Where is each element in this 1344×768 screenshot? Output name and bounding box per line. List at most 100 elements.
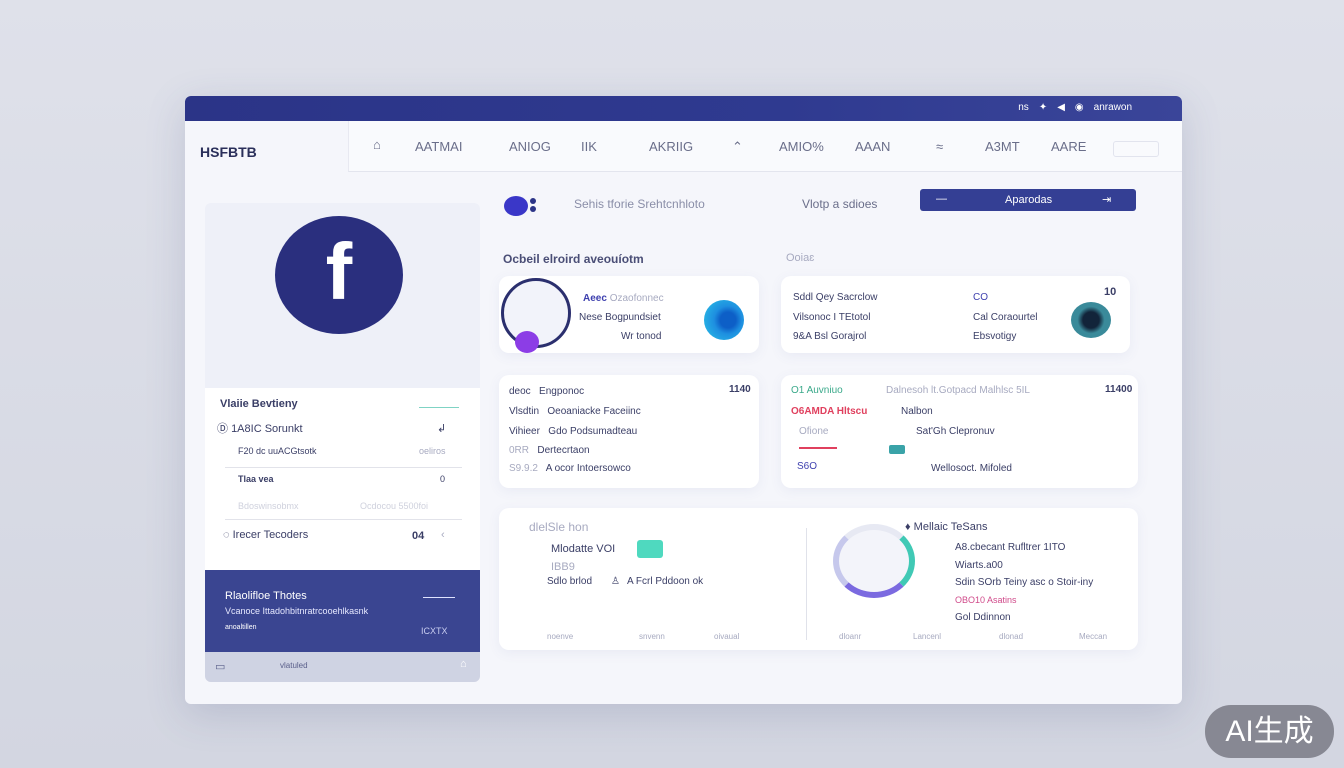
- nav-item[interactable]: AATMAI: [415, 139, 463, 154]
- row-value: Engponoc: [539, 386, 585, 397]
- toolbar-text: Sehis tforie Srehtcnhloto: [574, 197, 705, 211]
- app-logo[interactable]: HSFBTB: [200, 144, 257, 160]
- brand-avatar: f: [275, 216, 403, 334]
- stat-card[interactable]: Aeec Ozaofonnec Nese Bogpundsiet Wr tono…: [499, 276, 759, 353]
- label: IBB9: [551, 561, 575, 573]
- nav-item[interactable]: ANIOG: [509, 139, 551, 154]
- username[interactable]: anrawon: [1093, 102, 1132, 113]
- collapse-icon: ⇥: [1102, 194, 1112, 206]
- list-card[interactable]: 11400 O1 Auvniuo O6AMDA Hltscu Ofione S6…: [781, 375, 1138, 488]
- home-icon[interactable]: ⌂: [373, 137, 381, 152]
- nav-item[interactable]: AARE: [1051, 139, 1087, 154]
- list-item[interactable]: F20 dc uuACGtsotk: [238, 446, 317, 456]
- toolbar-text[interactable]: Vlotp a sdioes: [802, 197, 878, 211]
- count: 1140: [729, 384, 751, 395]
- promo-block: Rlaolifloe Thotes Vcanoce Ittadohbitnrat…: [205, 570, 480, 652]
- nav-item[interactable]: IIK: [581, 139, 597, 154]
- dots-icon: [530, 198, 536, 204]
- nav-item[interactable]: AMIO%: [779, 139, 824, 154]
- nav-item[interactable]: AKRIIG: [649, 139, 694, 154]
- sparkle-icon[interactable]: ✦: [1038, 102, 1048, 113]
- label: S6O: [797, 461, 818, 472]
- nav-item[interactable]: A3MT: [985, 139, 1020, 154]
- list-item[interactable]: Tlaa vea: [238, 474, 274, 484]
- row-key: 0RR: [509, 445, 530, 456]
- row-value: Oeoaniacke Faceiinc: [547, 406, 641, 417]
- label: Aeec: [583, 293, 607, 304]
- list-item[interactable]: Ⓓ 1A8IC Sorunkt: [217, 423, 303, 435]
- search-input[interactable]: [1113, 141, 1159, 157]
- badge-icon: Ⓓ: [217, 423, 232, 435]
- row-value: A ocor Intoersowco: [545, 463, 631, 474]
- label: Nalbon: [901, 406, 933, 417]
- axis-label: dlonad: [999, 632, 1024, 641]
- list-value: Ocdocou 5500foi: [360, 501, 429, 511]
- label: A Fcrl Pddoon ok: [627, 576, 704, 587]
- purple-dot: [515, 331, 539, 353]
- settings-list: Vlaiie Bevtieny Ⓓ 1A8IC Sorunkt ↲ F20 dc…: [205, 388, 480, 570]
- label: Wellosoct. Mifoled: [931, 463, 1012, 474]
- promo-code: ICXTX: [421, 626, 448, 636]
- leaf-icon[interactable]: [637, 540, 663, 558]
- section-title: Ooiaɛ: [786, 252, 815, 264]
- label: Ebsvotigy: [973, 331, 1017, 342]
- label: Wr tonod: [621, 331, 662, 342]
- label: Ofione: [799, 426, 829, 437]
- nav-item[interactable]: AAAN: [855, 139, 891, 154]
- watermark: AI生成: [1205, 705, 1334, 758]
- list-value: 0: [440, 474, 446, 484]
- label: Sdlo brlod: [547, 576, 593, 587]
- promo-text: Vcanoce Ittadohbitnratrcooehlkasnk: [225, 606, 369, 616]
- row-key: Vihieer: [509, 426, 540, 437]
- label: Vilsonoc I TEtotol: [793, 312, 871, 323]
- legend-item: OBO10 Asatins: [955, 595, 1017, 605]
- home-icon[interactable]: ⌂: [460, 658, 467, 670]
- main-nav: ⌂ AATMAI ANIOG IIK AKRIIG ⌃ AMIO% AAAN ≈…: [348, 121, 1182, 172]
- count: 10: [1104, 286, 1117, 298]
- donut-chart: [833, 524, 915, 598]
- minus-icon: —: [936, 193, 947, 205]
- chevron-left-icon[interactable]: ‹: [441, 529, 445, 541]
- circle-icon: ◌: [223, 529, 233, 541]
- divider: [423, 597, 455, 598]
- row-value: Dertecrtaon: [537, 445, 590, 456]
- red-line: [799, 447, 837, 449]
- chevron-icon[interactable]: ⌃: [732, 139, 743, 154]
- wave-icon[interactable]: ≈: [936, 139, 944, 154]
- legend-item: Wiarts.a00: [955, 560, 1003, 571]
- row-key: S9.9.2: [509, 463, 538, 474]
- profile-panel: f Vlaiie Bevtieny Ⓓ 1A8IC Sorunkt ↲ F20 …: [205, 203, 480, 682]
- label: Nese: [579, 312, 603, 323]
- status-badge: O6AMDA Hltscu: [791, 406, 868, 417]
- row-value: Gdo Podsumadteau: [548, 426, 638, 437]
- row-key: Vlsdtin: [509, 406, 540, 417]
- top-bar: ns ✦ ◀ ◉ anrawon: [185, 96, 1182, 121]
- divider: [225, 519, 462, 520]
- arrow-icon[interactable]: ↲: [437, 423, 447, 435]
- label: 9&A Bsl Gorajrol: [793, 331, 867, 342]
- card-title: dlelSle hon: [529, 520, 589, 534]
- axis-label: snvenn: [639, 632, 665, 641]
- stat-card[interactable]: Sddl Qey Sacrclow Vilsonoc I TEtotol 9&A…: [781, 276, 1130, 353]
- row-key: deoc: [509, 386, 531, 397]
- axis-label: Meccan: [1079, 632, 1108, 641]
- promo-title: Rlaolifloe Thotes: [225, 590, 307, 602]
- list-item[interactable]: Bdoswinsobmx: [238, 501, 299, 511]
- speaker-icon[interactable]: ◀: [1057, 102, 1065, 113]
- legend-title: ♦ Mellaic TeSans: [905, 521, 988, 533]
- topbar-label: ns: [1018, 102, 1029, 113]
- list-card[interactable]: 1140 deoc Engponoc Vlsdtin Oeoaniacke Fa…: [499, 375, 759, 488]
- promo-tag: anoaltillen: [225, 624, 257, 631]
- list-title: Vlaiie Bevtieny: [220, 398, 298, 410]
- overview-card[interactable]: dlelSle hon Mlodatte VOI IBB9 Sdlo brlod…: [499, 508, 1138, 650]
- axis-label: Lancenl: [913, 632, 942, 641]
- user-icon[interactable]: ◉: [1074, 102, 1084, 113]
- app-window: ns ✦ ◀ ◉ anrawon HSFBTB ⌂ AATMAI ANIOG I…: [185, 96, 1182, 704]
- list-value: oeliros: [419, 446, 446, 456]
- label: Mlodatte VOI: [551, 543, 616, 555]
- primary-button[interactable]: — Aparodas ⇥: [920, 189, 1136, 211]
- legend-item: Sdin SOrb Teiny asc o Stoir-iny: [955, 577, 1094, 588]
- list-item[interactable]: ◌ Irecer Tecoders: [223, 529, 309, 541]
- card-icon[interactable]: ▭: [215, 661, 226, 673]
- axis-label: oivaual: [714, 632, 740, 641]
